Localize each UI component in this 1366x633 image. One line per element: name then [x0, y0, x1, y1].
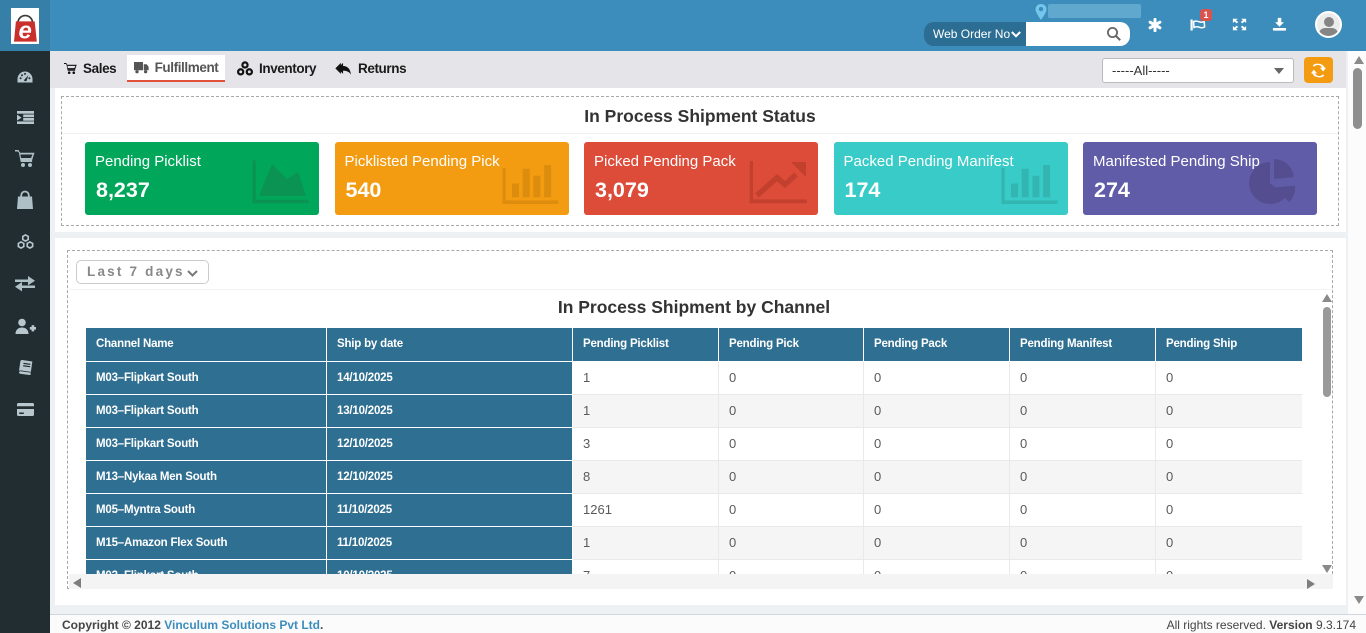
svg-text:e: e [19, 18, 32, 45]
